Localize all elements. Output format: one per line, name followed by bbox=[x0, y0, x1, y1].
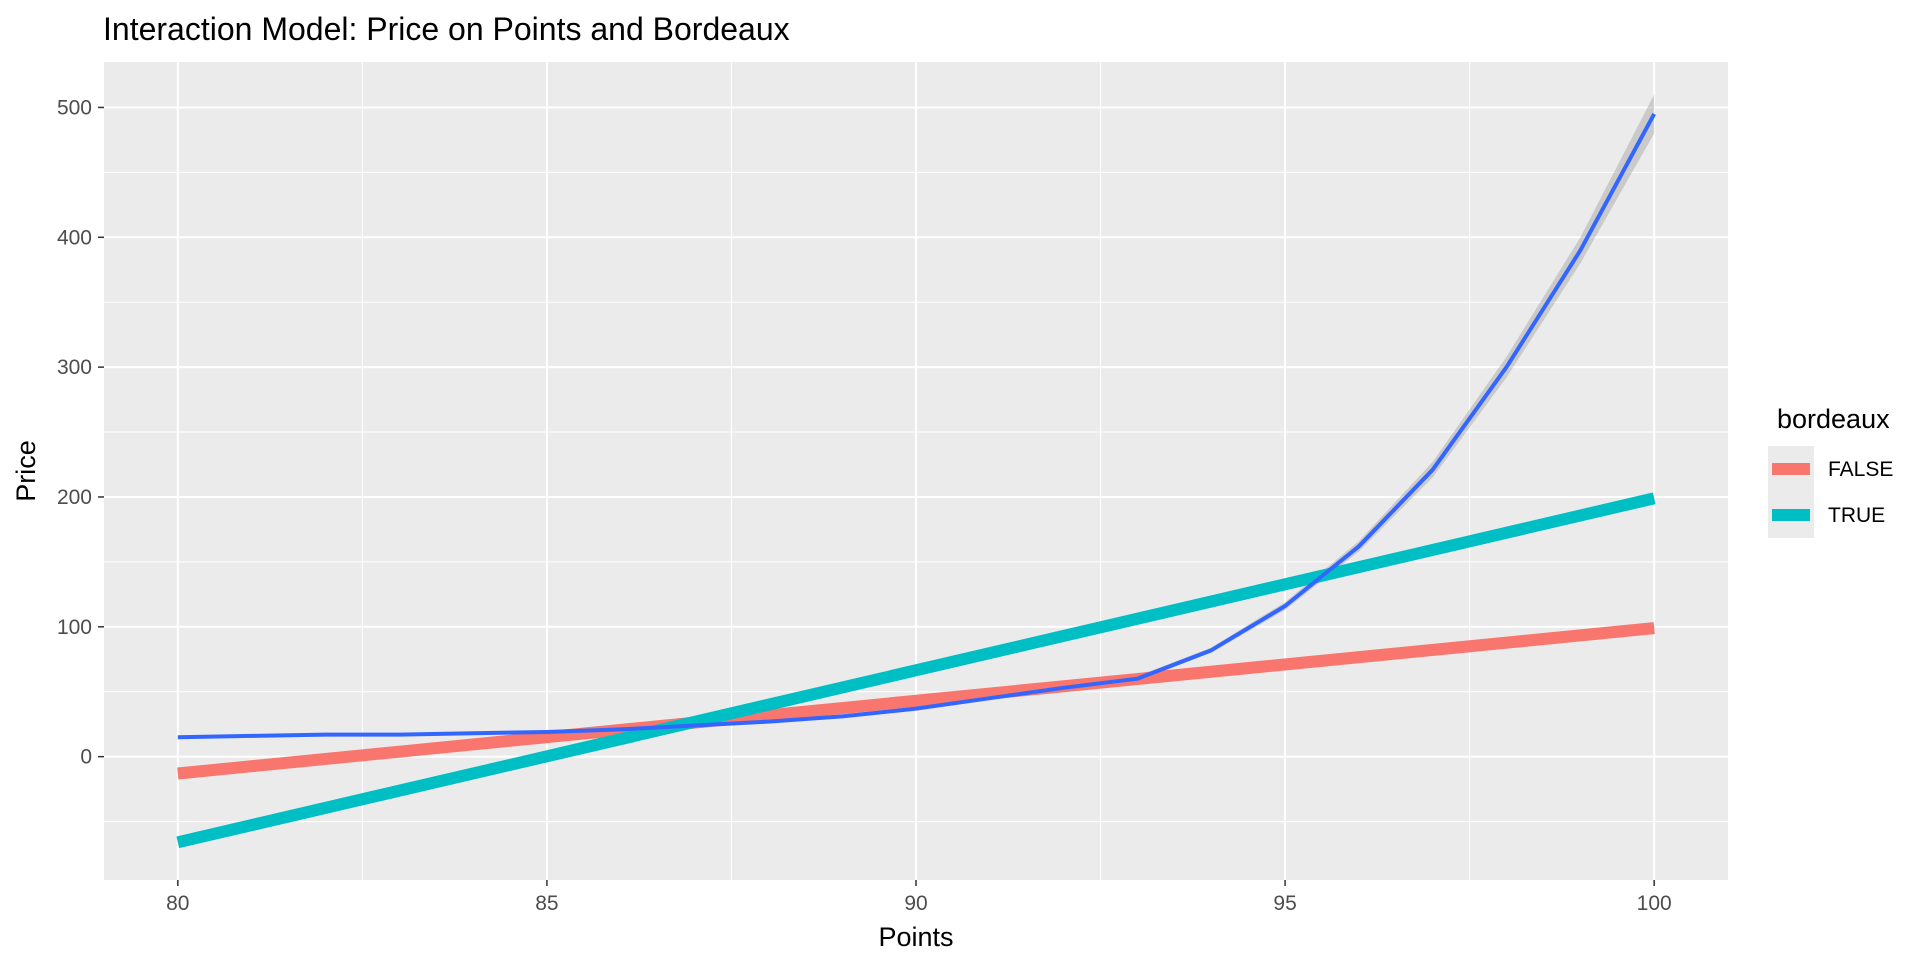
y-tick-label: 100 bbox=[57, 616, 92, 639]
x-axis: 80 85 90 95 100 bbox=[166, 880, 1672, 915]
y-axis: 0 100 200 300 400 500 bbox=[57, 96, 104, 769]
y-tick-label: 300 bbox=[57, 356, 92, 379]
y-tick-label: 200 bbox=[57, 486, 92, 509]
x-tick-label: 100 bbox=[1637, 892, 1672, 915]
y-tick-label: 500 bbox=[57, 96, 92, 119]
x-tick-label: 85 bbox=[535, 892, 558, 915]
legend: bordeaux FALSE TRUE bbox=[1768, 404, 1893, 538]
chart-title: Interaction Model: Price on Points and B… bbox=[103, 11, 790, 47]
x-axis-title: Points bbox=[878, 922, 953, 952]
x-tick-label: 90 bbox=[904, 892, 927, 915]
series-layer bbox=[176, 112, 1656, 849]
y-tick-label: 0 bbox=[80, 746, 92, 769]
legend-entries: FALSE TRUE bbox=[1768, 446, 1893, 538]
legend-title: bordeaux bbox=[1777, 404, 1890, 434]
x-tick-label: 80 bbox=[166, 892, 189, 915]
x-tick-label: 95 bbox=[1273, 892, 1296, 915]
y-tick-label: 400 bbox=[57, 226, 92, 249]
y-axis-title: Price bbox=[11, 440, 41, 502]
series-line-true bbox=[176, 492, 1656, 849]
series-line-false bbox=[177, 622, 1655, 780]
legend-label-true: TRUE bbox=[1828, 504, 1885, 527]
smooth-fit-line bbox=[177, 112, 1656, 740]
legend-label-false: FALSE bbox=[1828, 458, 1893, 481]
